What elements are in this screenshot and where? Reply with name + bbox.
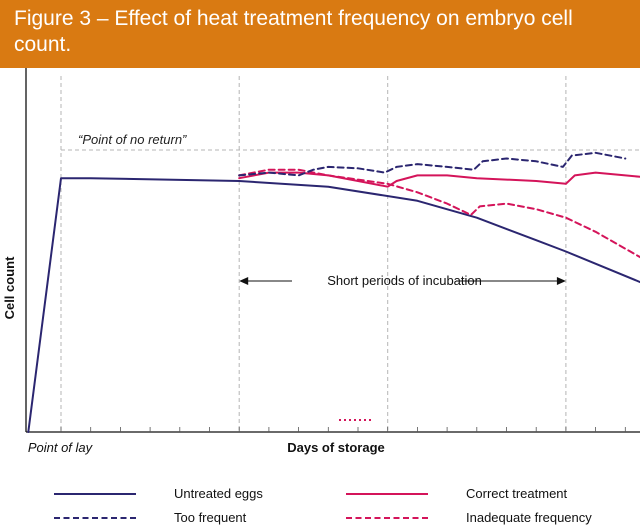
figure-title: Figure 3 – Effect of heat treatment freq… (0, 0, 640, 68)
legend-label: Too frequent (174, 510, 247, 525)
legend-item-inadequate-frequency: Inadequate frequency (346, 510, 592, 525)
legend-swatch (346, 492, 428, 495)
annotation-arrowhead-right (556, 277, 566, 285)
x-axis-label: Days of storage (287, 440, 385, 455)
x-tick-label-point-of-lay: Point of lay (28, 440, 94, 455)
annotation-label: Short periods of incubation (327, 273, 482, 288)
legend-swatch (54, 516, 136, 519)
legend-item-correct-treatment: Correct treatment (346, 486, 567, 501)
legend-label: Untreated eggs (174, 486, 263, 501)
legend-item-untreated-eggs: Untreated eggs (54, 486, 263, 501)
series-line-untreated-eggs (27, 177, 640, 433)
chart-area: “Point of no return” Cell count Point of l… (2, 68, 640, 455)
legend-swatch (54, 492, 136, 495)
legend-label: Inadequate frequency (466, 510, 592, 525)
series-line-too-frequent (238, 151, 627, 177)
legend-item-too-frequent: Too frequent (54, 510, 246, 525)
threshold-label: “Point of no return” (78, 132, 187, 147)
series-line-correct-treatment (238, 171, 640, 188)
y-axis-label: Cell count (2, 256, 17, 320)
legend-swatch (346, 516, 428, 519)
annotation-arrowhead-left (239, 277, 249, 285)
legend-label: Correct treatment (466, 486, 568, 501)
